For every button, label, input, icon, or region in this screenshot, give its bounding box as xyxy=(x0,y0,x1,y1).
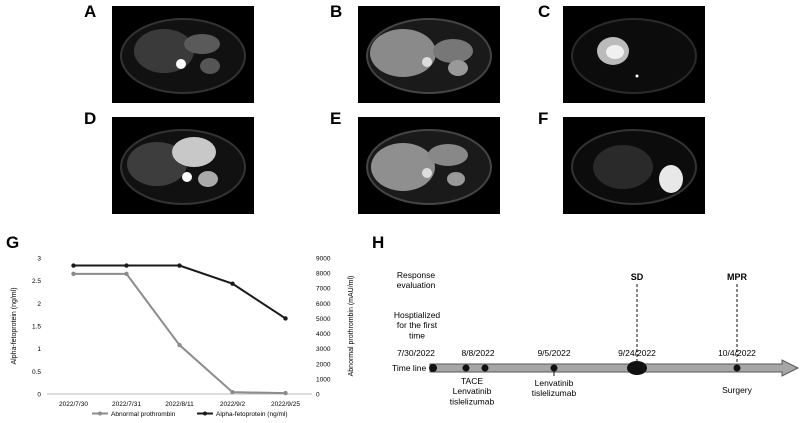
mri-image-b xyxy=(358,6,500,103)
event-dot xyxy=(481,364,489,372)
response-evaluation-label: Response evaluation xyxy=(397,270,436,290)
y-left-tick-label: 3 xyxy=(37,256,41,263)
y-left-tick-label: 1 xyxy=(37,346,41,353)
y-left-tick-label: 2 xyxy=(37,301,41,308)
series-1-point xyxy=(177,263,182,268)
y-left-axis-label: Alpha-fetoprotein (ng/ml) xyxy=(11,287,18,364)
event-date-label: 9/24/2022 xyxy=(618,348,656,358)
x-tick-label: 2022/7/30 xyxy=(59,401,88,408)
panel-label-c: C xyxy=(538,2,551,21)
series-0-point xyxy=(71,271,76,277)
series-0-point xyxy=(283,390,288,396)
panel-label-h: H xyxy=(372,233,385,252)
y-left-tick-label: 0 xyxy=(37,392,41,399)
legend-marker-1 xyxy=(203,411,207,416)
panel-label-f: F xyxy=(538,109,549,128)
y-left-tick-label: 2.5 xyxy=(32,278,41,285)
event-dot-large xyxy=(627,361,647,375)
event-below-label: Surgery xyxy=(722,385,753,395)
event-date-label: 8/8/2022 xyxy=(461,348,494,358)
x-tick-label: 2022/9/2 xyxy=(220,401,246,408)
event-date-label: 9/5/2022 xyxy=(537,348,570,358)
mri-image-f xyxy=(563,117,705,214)
y-right-tick-label: 1000 xyxy=(316,376,331,383)
y-right-tick-label: 8000 xyxy=(316,271,331,278)
series-1-point xyxy=(71,263,76,268)
y-right-tick-label: 4000 xyxy=(316,331,331,338)
y-right-axis-label: Abnormal prothrombin (mAU/ml) xyxy=(348,276,355,377)
y-right-tick-label: 0 xyxy=(316,392,320,399)
panel-label-g: G xyxy=(6,233,20,252)
event-date-label: 10/4/2022 xyxy=(718,348,756,358)
mri-image-e xyxy=(358,117,500,214)
y-right-tick-label: 2000 xyxy=(316,361,331,368)
x-tick-label: 2022/8/11 xyxy=(165,401,194,408)
timeline-diagram: Response evaluation Hosptialized for the fi… xyxy=(392,270,800,406)
mri-image-a xyxy=(112,6,254,103)
x-tick-label: 2022/9/25 xyxy=(271,401,300,408)
first-hospitalization-label: Hosptialized for the first time xyxy=(394,310,441,340)
panel-label-b: B xyxy=(330,2,343,21)
legend-label-0: Abnormal prothrombin xyxy=(111,411,176,418)
y-right-tick-label: 3000 xyxy=(316,346,331,353)
panel-label-e: E xyxy=(330,109,342,128)
series-0-point xyxy=(230,389,235,395)
panel-label-d: D xyxy=(84,109,97,128)
sd-label: SD xyxy=(631,272,644,282)
event-below-label: Lenvatinib tislelizumab xyxy=(532,378,577,398)
line-chart: 0 0.5 1 1.5 2 2.5 3 0 1000 2000 3000 4000 5000 6000 70… xyxy=(11,256,355,419)
mri-image-d xyxy=(112,117,254,214)
series-1-point xyxy=(230,281,235,286)
legend-label-1: Alpha-fetoprotein (ng/ml) xyxy=(216,411,288,418)
y-right-tick-label: 6000 xyxy=(316,301,331,308)
mpr-label: MPR xyxy=(727,272,748,282)
y-right-tick-label: 7000 xyxy=(316,286,331,293)
y-right-tick-label: 5000 xyxy=(316,316,331,323)
series-1-point xyxy=(283,316,288,321)
series-0-point xyxy=(124,271,129,277)
y-left-tick-label: 1.5 xyxy=(32,324,41,331)
y-right-tick-label: 9000 xyxy=(316,256,331,263)
event-below-label: TACE Lenvatinib tislelizumab xyxy=(450,376,495,406)
x-tick-label: 2022/7/31 xyxy=(112,401,141,408)
mri-image-c xyxy=(563,6,705,103)
event-dot xyxy=(462,364,470,372)
timeline-arrow xyxy=(429,359,800,377)
event-dot xyxy=(733,364,741,372)
panel-label-a: A xyxy=(84,2,97,21)
event-dot xyxy=(429,364,437,372)
series-1-point xyxy=(124,263,129,268)
series-line-0 xyxy=(73,272,286,395)
series-0-point xyxy=(177,342,182,348)
y-left-tick-label: 0.5 xyxy=(32,369,41,376)
legend-marker-0 xyxy=(98,411,102,416)
time-line-label: Time line xyxy=(392,363,426,373)
event-date-label: 7/30/2022 xyxy=(397,348,435,358)
